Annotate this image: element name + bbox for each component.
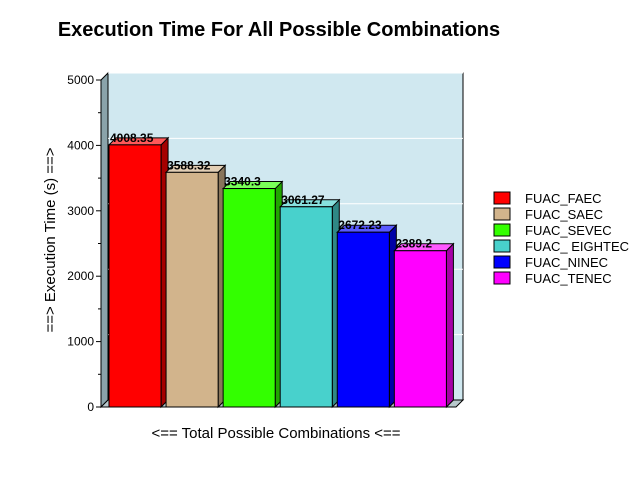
bar-front [336,231,390,408]
plot-left-wall [100,71,109,409]
bar-front [165,171,219,408]
y-tick-label: 0 [87,400,94,414]
y-axis-label: ==> Execution Time (s) ==> [42,147,59,332]
legend-entry: FUAC_SAEC [525,207,603,222]
chart-title: Execution Time For All Possible Combinat… [58,19,500,41]
data-label: 3588.32 [167,158,211,172]
plot-area: 0 1000 2000 3000 4000 5000 4008.35 3588.32 3340.… [67,71,465,414]
legend-swatch [493,255,511,269]
legend-swatch [493,191,511,205]
data-label: 4008.35 [110,131,154,145]
legend-entry: FUAC_SEVEC [525,223,612,238]
bar-front [222,188,276,408]
bar-side [445,242,454,409]
y-tick-label: 3000 [67,204,94,218]
x-axis-label: <== Total Possible Combinations <== [151,425,400,442]
legend-entry: FUAC_ EIGHTEC [525,239,629,254]
data-label: 3061.27 [281,193,325,207]
y-tick-label: 4000 [67,138,94,152]
bar-front [393,250,447,408]
y-tick-label: 1000 [67,335,94,349]
y-tick-label: 5000 [67,73,94,87]
legend-entry: FUAC_TENEC [525,271,612,286]
legend-swatch [493,239,511,253]
legend-entry: FUAC_NINEC [525,255,608,270]
legend-swatch [493,223,511,237]
data-label: 2672.23 [338,218,382,232]
legend-swatch [493,271,511,285]
bar-front [108,144,162,408]
bar-4 [278,198,341,409]
bar-5 [336,224,398,409]
legend-swatch [493,207,511,221]
bar-2 [164,164,227,409]
y-tick-label: 2000 [67,269,94,283]
bar-3 [221,180,284,409]
bar-1 [107,136,170,409]
bar-front [279,206,333,408]
legend-entry: FUAC_FAEC [525,191,602,206]
data-label: 3340.3 [224,175,261,189]
data-label: 2389.2 [395,237,432,251]
bar-6 [393,242,455,409]
